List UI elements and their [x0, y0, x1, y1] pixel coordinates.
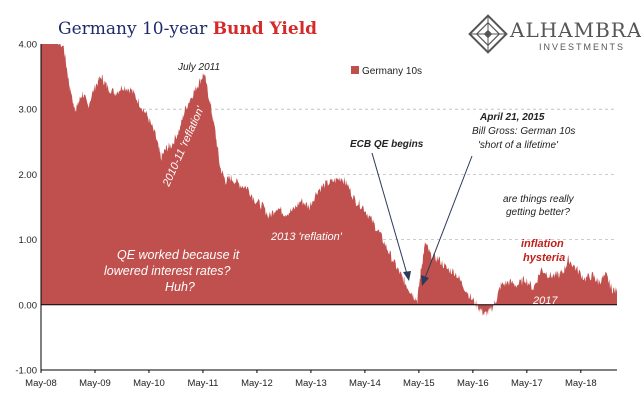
title-accent: Bund Yield: [213, 19, 317, 39]
title-main: Germany 10-year: [58, 19, 213, 39]
x-tick-label: May-10: [133, 378, 165, 389]
logo-name: ALHAMBRA: [509, 18, 641, 42]
y-tick-label: -1.00: [15, 366, 37, 377]
annotation-april-date: April 21, 2015: [479, 112, 545, 123]
x-axis-ticks: May-08 May-09 May-10 May-11 May-12 May-13 May-…: [25, 370, 597, 389]
x-tick-label: May-11: [187, 378, 218, 389]
annotation-july-2011: July 2011: [177, 62, 220, 73]
x-tick-label: May-14: [349, 378, 381, 389]
x-tick-label: May-13: [295, 378, 327, 389]
gross-arrow-line: [424, 155, 473, 279]
annotation-inflation-line2: hysteria: [523, 252, 565, 264]
annotation-things-line2: getting better?: [506, 207, 570, 218]
y-tick-label: 4.00: [19, 40, 38, 51]
annotation-2017-line2: 'reflation': [521, 309, 565, 321]
annotation-things-line1: are things really: [503, 194, 575, 205]
logo-subtitle: INVESTMENTS: [539, 42, 625, 52]
annotation-gross-line2: 'short of a lifetime': [478, 140, 559, 151]
legend: Germany 10s: [351, 66, 422, 77]
gross-arrow-head: [421, 275, 429, 286]
annotation-ecb-qe: ECB QE begins: [350, 139, 424, 150]
ecb-arrow-head: [403, 271, 411, 281]
ecb-arrow-line: [371, 152, 408, 275]
x-tick-label: May-09: [79, 378, 111, 389]
y-tick-label: 0.00: [19, 300, 38, 311]
chart-title: Germany 10-year Bund Yield: [58, 19, 317, 39]
y-tick-label: 3.00: [19, 105, 38, 116]
legend-label: Germany 10s: [362, 66, 422, 77]
annotation-gross-line1: Bill Gross: German 10s: [472, 126, 575, 137]
y-tick-label: 2.00: [19, 170, 38, 181]
y-tick-label: 1.00: [19, 235, 38, 246]
annotation-reflation-2013: 2013 'reflation': [270, 231, 343, 243]
legend-swatch: [351, 66, 359, 74]
annotation-qe-line2: lowered interest rates?: [104, 264, 231, 278]
y-axis-ticks: 4.00 3.00 2.00 1.00 0.00 -1.00: [15, 40, 37, 377]
area-germany-10s: [41, 44, 617, 317]
annotation-qe-line1: QE worked because it: [117, 248, 240, 262]
annotation-inflation-line1: inflation: [521, 238, 564, 250]
alhambra-logo: ALHAMBRA INVESTMENTS: [468, 14, 641, 54]
diamond-lattice-icon: [468, 14, 508, 54]
annotation-2017-line1: 2017: [532, 295, 558, 307]
x-tick-label: May-12: [241, 378, 273, 389]
x-tick-label: May-15: [403, 378, 435, 389]
x-tick-label: May-08: [25, 378, 57, 389]
x-tick-label: May-17: [511, 378, 543, 389]
x-tick-label: May-16: [457, 378, 489, 389]
x-tick-label: May-18: [565, 378, 597, 389]
annotation-qe-line3: Huh?: [165, 280, 195, 294]
area-series: [41, 44, 617, 317]
axes: [40, 44, 617, 371]
